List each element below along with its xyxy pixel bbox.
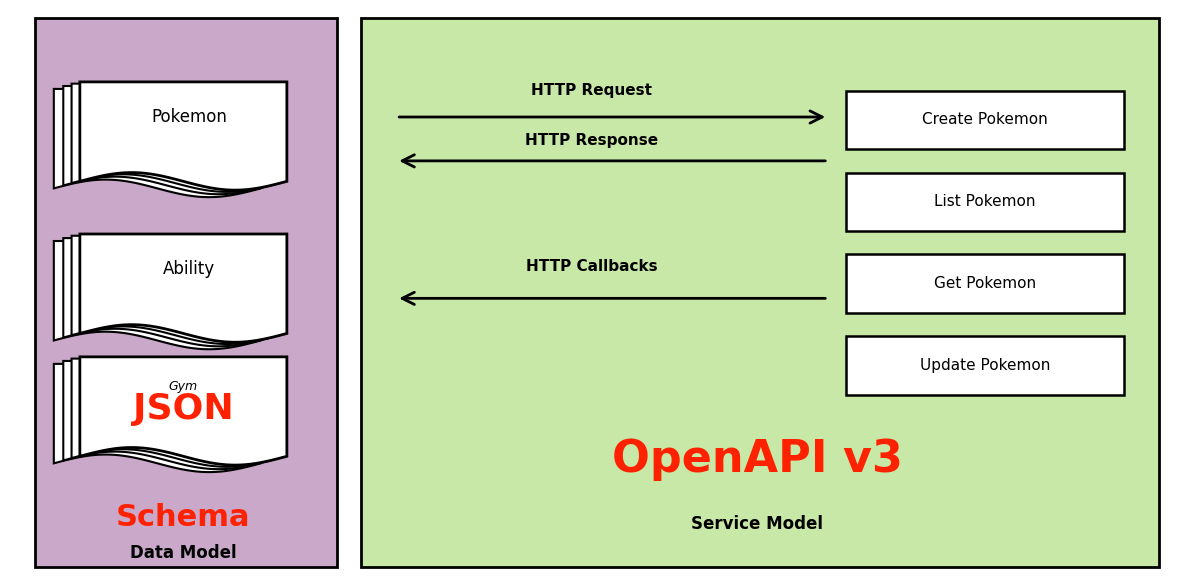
PathPatch shape	[54, 241, 260, 349]
Text: HTTP Callbacks: HTTP Callbacks	[525, 259, 658, 274]
Text: List Pokemon: List Pokemon	[935, 194, 1035, 209]
PathPatch shape	[72, 236, 279, 344]
FancyBboxPatch shape	[846, 336, 1124, 395]
Text: Ability: Ability	[163, 260, 215, 278]
Text: HTTP Response: HTTP Response	[525, 133, 658, 148]
PathPatch shape	[80, 234, 286, 342]
Text: Pokemon: Pokemon	[151, 108, 227, 126]
Text: HTTP Request: HTTP Request	[531, 83, 652, 98]
PathPatch shape	[80, 82, 286, 190]
Text: Schema: Schema	[116, 503, 251, 532]
FancyBboxPatch shape	[35, 18, 337, 567]
Text: Service Model: Service Model	[691, 515, 823, 532]
Text: JSON: JSON	[132, 393, 234, 426]
Text: OpenAPI v3: OpenAPI v3	[612, 438, 903, 481]
PathPatch shape	[72, 84, 279, 192]
FancyBboxPatch shape	[846, 91, 1124, 149]
PathPatch shape	[80, 357, 286, 465]
PathPatch shape	[64, 238, 270, 346]
PathPatch shape	[54, 89, 260, 197]
PathPatch shape	[54, 364, 260, 472]
Text: Get Pokemon: Get Pokemon	[933, 276, 1036, 291]
PathPatch shape	[64, 86, 270, 194]
FancyBboxPatch shape	[846, 173, 1124, 231]
FancyBboxPatch shape	[361, 18, 1159, 567]
FancyBboxPatch shape	[846, 254, 1124, 313]
PathPatch shape	[64, 361, 270, 469]
Text: Update Pokemon: Update Pokemon	[919, 358, 1051, 373]
PathPatch shape	[72, 359, 279, 467]
Text: Gym: Gym	[169, 380, 198, 393]
Text: Create Pokemon: Create Pokemon	[922, 112, 1048, 128]
Text: Data Model: Data Model	[130, 544, 237, 562]
